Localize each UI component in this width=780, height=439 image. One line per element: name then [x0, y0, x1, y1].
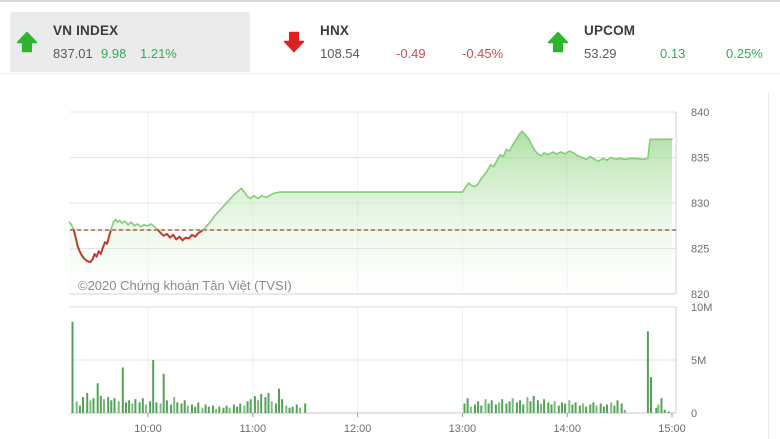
svg-text:10:00: 10:00 — [134, 423, 162, 435]
index-name: HNX — [320, 23, 350, 38]
svg-text:840: 840 — [691, 107, 709, 119]
svg-text:835: 835 — [691, 153, 709, 165]
svg-text:5M: 5M — [691, 355, 706, 367]
index-change: 9.98 — [101, 46, 127, 61]
down-arrow-icon — [282, 29, 306, 55]
svg-text:15:00: 15:00 — [658, 423, 686, 435]
svg-text:11:00: 11:00 — [239, 423, 266, 435]
index-percent: -0.45% — [462, 46, 504, 61]
index-card-hnx[interactable]: HNX 108.54 -0.49 -0.45% — [277, 12, 517, 72]
index-value: 108.54 — [320, 46, 360, 61]
up-arrow-icon — [546, 29, 570, 55]
index-name: UPCOM — [584, 23, 636, 38]
index-percent: 1.21% — [140, 46, 177, 61]
svg-text:14:00: 14:00 — [553, 423, 581, 435]
index-name: VN INDEX — [53, 23, 119, 38]
index-card-upcom[interactable]: UPCOM 53.29 0.13 0.25% — [541, 12, 780, 72]
svg-text:0: 0 — [691, 408, 697, 420]
index-card-vnindex[interactable]: VN INDEX 837.01 9.98 1.21% — [10, 12, 250, 72]
svg-text:10M: 10M — [691, 302, 712, 314]
index-percent: 0.25% — [726, 46, 763, 61]
index-value: 837.01 — [53, 46, 93, 61]
svg-text:825: 825 — [691, 244, 709, 256]
index-ticker-bar: VN INDEX 837.01 9.98 1.21% HNX 108.54 -0… — [0, 2, 780, 74]
index-change: -0.49 — [396, 46, 426, 61]
up-arrow-icon — [15, 29, 39, 55]
svg-text:830: 830 — [691, 198, 709, 210]
index-value: 53.29 — [584, 46, 617, 61]
copyright-watermark: ©2020 Chứng khoán Tân Việt (TVSI) — [78, 278, 292, 293]
svg-text:12:00: 12:00 — [344, 423, 372, 435]
page-divider-line — [768, 92, 769, 439]
svg-text:13:00: 13:00 — [449, 423, 477, 435]
svg-text:820: 820 — [691, 289, 709, 301]
index-change: 0.13 — [660, 46, 686, 61]
